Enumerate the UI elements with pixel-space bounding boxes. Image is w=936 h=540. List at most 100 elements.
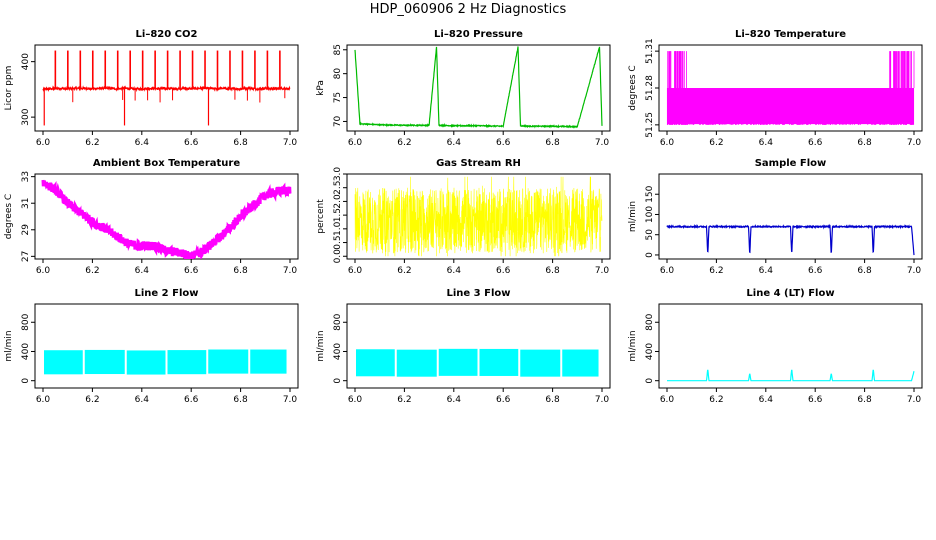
y-tick-label: 51.31 [645,38,655,64]
data-band [667,88,914,125]
panel-7: Line 2 Flow 6.0 6.2 6.4 6.6 6.8 7.0 0 400 800 ml/m… [4,288,299,405]
x-tick-label: 6.8 [233,395,248,405]
plot-frame [34,173,299,260]
x-tick-label: 7.0 [283,395,298,405]
x-tick-label: 6.2 [709,138,723,148]
plot-frame [658,173,923,260]
x-tick-label: 6.6 [496,266,511,276]
y-tick-label: 400 [333,343,343,360]
x-tick-label: 6.4 [447,266,462,276]
y-tick-label: 27 [21,251,31,262]
y-axis-label: degrees C [628,65,638,110]
x-tick-label: 6.8 [545,395,560,405]
y-axis-label: degrees C [4,194,14,239]
y-tick-label: 29 [21,224,31,236]
panel-4: Ambient Box Temperature 6.0 6.2 6.4 6.6 6.8 7.… [4,158,299,276]
x-tick-label: 6.0 [660,266,675,276]
panel-title: Line 2 Flow [135,288,199,299]
y-tick-label: 0 [21,378,31,384]
y-axis-label: ml/min [4,330,14,361]
data-band [356,349,395,377]
x-tick-label: 6.0 [348,138,363,148]
figure-title: HDP_060906 2 Hz Diagnostics [369,2,567,17]
panel-2: Li–820 Pressure 6.0 6.2 6.4 6.6 6.8 7.0 70 75 80 8… [316,29,611,148]
x-tick-label: 6.0 [660,138,675,148]
panel-1: Li–820 CO2 6.0 6.2 6.4 6.6 6.8 7.0 300 400 Licor … [4,29,299,148]
series-group [356,348,599,377]
y-tick-label: 800 [333,313,343,330]
y-tick-label: 3.0 [333,167,343,182]
y-tick-label: 1.5 [333,208,343,222]
x-tick-label: 6.6 [184,395,199,405]
plot-frame [34,303,299,389]
y-tick-label: 51.28 [645,75,655,101]
panel-5: Gas Stream RH 6.0 6.2 6.4 6.6 6.8 7.0 0.00.51.0… [316,158,611,276]
y-tick-label: 33 [21,171,31,182]
y-tick-label: 50 [645,229,655,241]
panel-title: Gas Stream RH [436,158,521,169]
panel-title: Li–820 Temperature [735,29,846,40]
data-line [667,369,915,382]
x-tick-label: 6.8 [857,266,872,276]
panel-6: Sample Flow 6.0 6.2 6.4 6.6 6.8 7.0 0 50 100 150 ml… [628,158,923,276]
x-tick-label: 7.0 [283,266,298,276]
y-tick-label: 80 [333,68,343,80]
y-tick-label: 75 [333,92,343,103]
y-tick-label: 800 [645,313,655,330]
panel-8: Line 3 Flow 6.0 6.2 6.4 6.6 6.8 7.0 0 400 800 ml/m… [316,288,611,405]
x-tick-label: 6.8 [233,138,248,148]
data-line [354,176,603,257]
data-band [167,350,207,375]
y-axis-label: ml/min [628,201,638,232]
y-tick-label: 0 [645,378,655,384]
data-band [479,348,519,376]
y-axis-label: ml/min [628,330,638,361]
y-tick-label: 0 [645,252,655,258]
y-tick-label: 51.25 [645,112,655,138]
y-axis-label: ml/min [316,330,326,361]
data-band [84,349,125,375]
y-tick-label: 300 [21,108,31,125]
data-band [562,349,599,377]
plot-frame [658,303,923,389]
x-tick-label: 7.0 [283,138,298,148]
y-tick-label: 400 [645,343,655,360]
x-tick-label: 6.4 [135,266,150,276]
x-tick-label: 6.0 [348,395,363,405]
series-group [354,176,603,257]
data-band [250,349,287,374]
data-band [520,349,561,377]
series-group [44,349,287,375]
x-tick-label: 6.2 [397,395,411,405]
x-tick-label: 6.4 [447,395,462,405]
x-tick-label: 6.6 [184,266,199,276]
y-tick-label: 0.0 [333,249,343,264]
x-tick-label: 7.0 [907,395,922,405]
panel-title: Sample Flow [755,158,827,169]
x-tick-label: 6.2 [397,266,411,276]
data-band [208,349,249,374]
y-tick-label: 31 [21,197,31,208]
x-tick-label: 6.0 [36,395,51,405]
y-tick-label: 2.0 [333,194,343,209]
x-tick-label: 6.8 [233,266,248,276]
x-tick-label: 6.4 [447,138,462,148]
series-group [666,51,915,125]
y-tick-label: 400 [21,343,31,360]
y-axis-label: kPa [316,80,326,96]
x-tick-label: 7.0 [595,138,610,148]
y-tick-label: 85 [333,44,343,55]
panel-title: Line 4 (LT) Flow [746,288,834,299]
series-group [354,46,603,129]
panel-title: Li–820 CO2 [136,29,198,40]
data-band [438,348,478,376]
data-band [44,350,83,375]
x-tick-label: 6.4 [759,138,774,148]
x-tick-label: 7.0 [595,266,610,276]
x-tick-label: 6.2 [709,395,723,405]
panel-3: Li–820 Temperature 6.0 6.2 6.4 6.6 6.8 7.0 51.2… [628,29,923,148]
plot-frame [34,44,299,132]
x-tick-label: 6.4 [135,138,150,148]
series-group [667,369,915,382]
